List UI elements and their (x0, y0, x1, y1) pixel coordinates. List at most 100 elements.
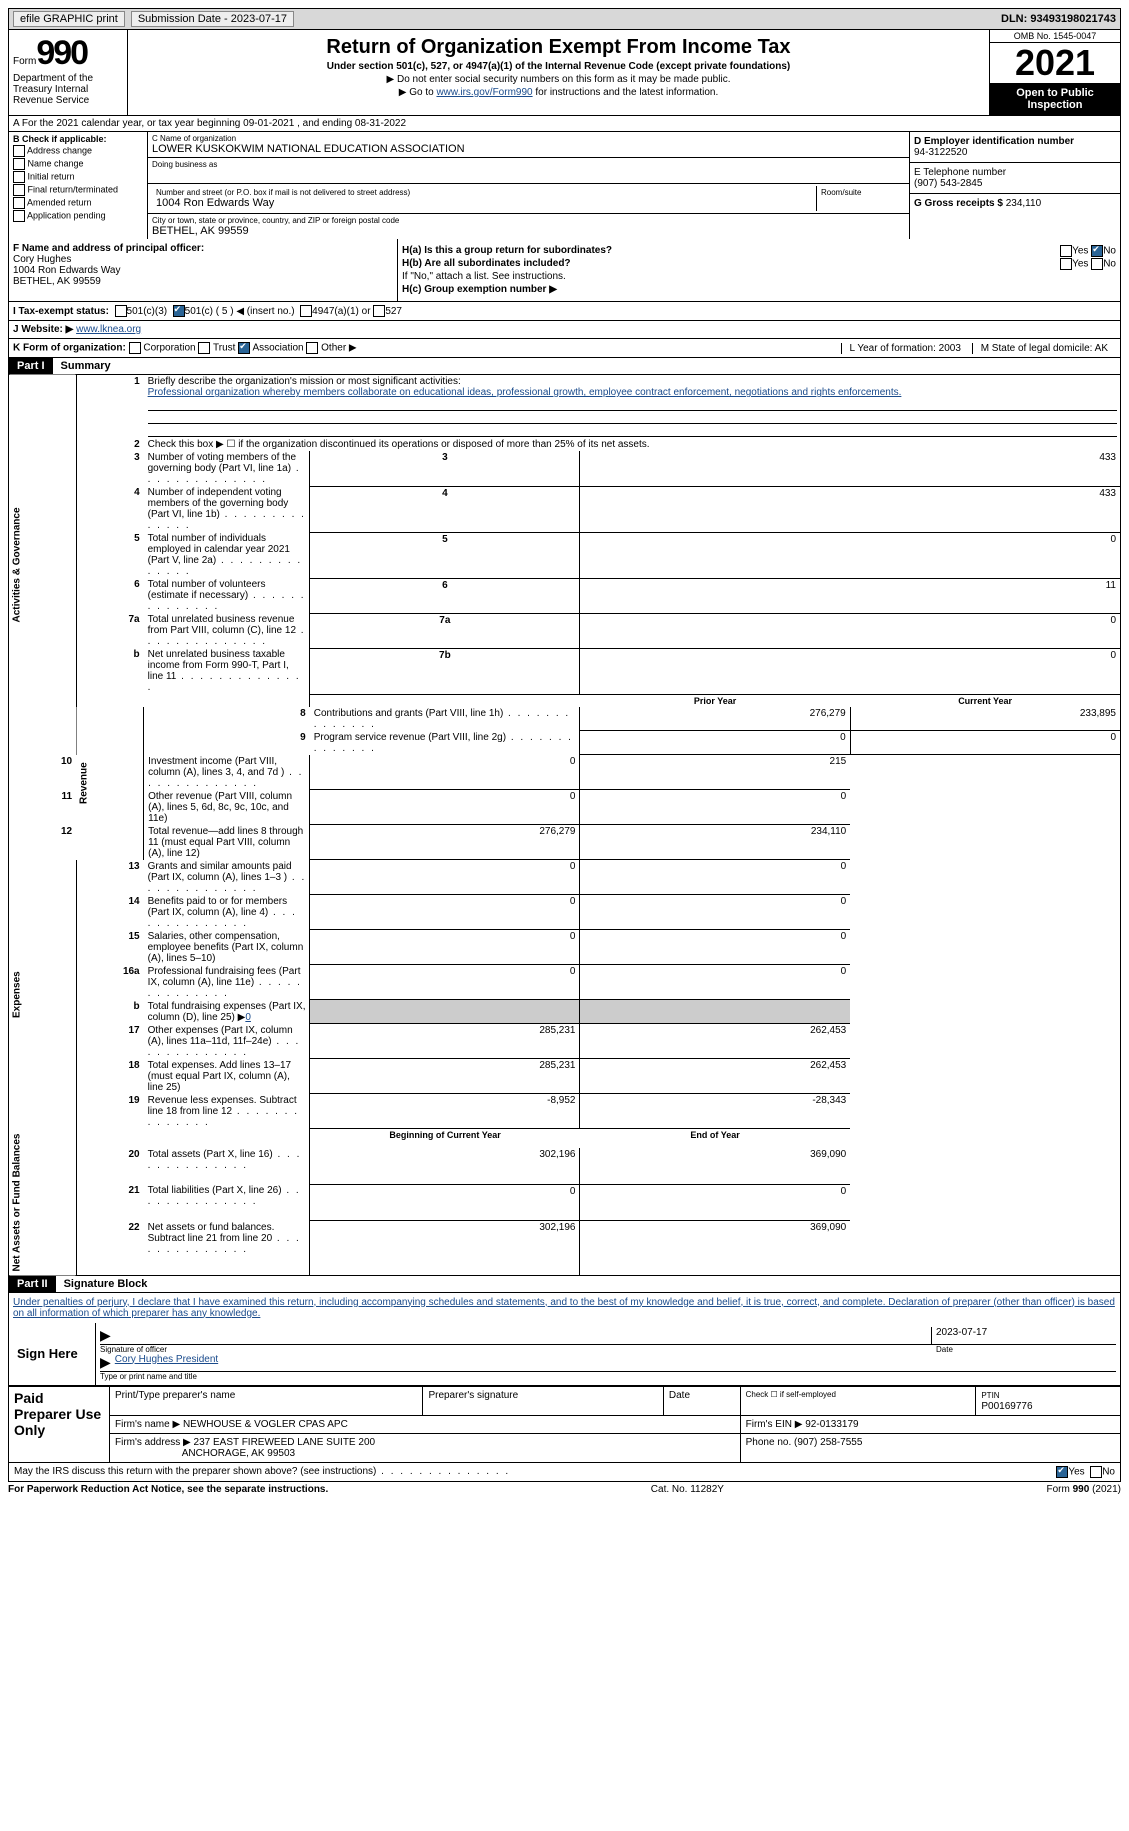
l11-desc: Other revenue (Part VIII, column (A), li… (144, 790, 310, 825)
l7b-desc: Net unrelated business taxable income fr… (144, 648, 310, 694)
l16b-desc: Total fundraising expenses (Part IX, col… (148, 1001, 306, 1023)
gross-value: 234,110 (1006, 198, 1041, 209)
arrow-icon-2: ▶ (100, 1354, 111, 1371)
status-label: I Tax-exempt status: (13, 306, 109, 317)
p10: 0 (310, 755, 580, 790)
city-state-zip: BETHEL, AK 99559 (152, 225, 249, 237)
l1-desc: Briefly describe the organization's miss… (148, 376, 461, 387)
website-label: J Website: ▶ (13, 324, 73, 335)
l18-desc: Total expenses. Add lines 13–17 (must eq… (144, 1059, 310, 1094)
c21: 0 (580, 1184, 850, 1221)
discuss-no[interactable]: No (1102, 1466, 1115, 1477)
korg-assoc[interactable]: Association (252, 343, 303, 354)
website-row: J Website: ▶ www.lknea.org (8, 321, 1121, 339)
status-501c3[interactable]: 501(c)(3) (127, 306, 168, 317)
cb-address-change[interactable]: Address change (13, 145, 143, 157)
officer-label: F Name and address of principal officer: (13, 243, 204, 254)
status-4947[interactable]: 4947(a)(1) or (312, 306, 370, 317)
row-fg: F Name and address of principal officer:… (8, 239, 1121, 302)
korg-trust[interactable]: Trust (213, 343, 235, 354)
irs-link[interactable]: www.irs.gov/Form990 (436, 87, 532, 98)
p21: 0 (310, 1184, 580, 1221)
cb-initial-return[interactable]: Initial return (13, 171, 143, 183)
ha-no[interactable]: No (1103, 246, 1116, 257)
street-address: 1004 Ron Edwards Way (156, 197, 274, 209)
signature-block: Under penalties of perjury, I declare th… (8, 1293, 1121, 1386)
discuss-yes[interactable]: Yes (1068, 1466, 1084, 1477)
inspection-label: Open to Public Inspection (990, 83, 1120, 115)
penalty-text: Under penalties of perjury, I declare th… (9, 1293, 1120, 1323)
room-label: Room/suite (821, 188, 901, 197)
form-subtitle: Under section 501(c), 527, or 4947(a)(1)… (132, 61, 985, 72)
part2-header: Part II Signature Block (8, 1276, 1121, 1293)
tax-year: 2021 (990, 43, 1120, 83)
firm-addr1: 237 EAST FIREWEED LANE SUITE 200 (194, 1437, 376, 1448)
discuss-text: May the IRS discuss this return with the… (14, 1466, 510, 1478)
officer-name: Cory Hughes (13, 254, 71, 265)
ein-value: 94-3122520 (914, 147, 967, 158)
end-year-head: End of Year (580, 1129, 850, 1148)
cb-application-pending[interactable]: Application pending (13, 210, 143, 222)
website-link[interactable]: www.lknea.org (76, 324, 141, 335)
l6-desc: Total number of volunteers (estimate if … (144, 578, 310, 613)
l21-desc: Total liabilities (Part X, line 26) (144, 1184, 310, 1221)
note2-pre: ▶ Go to (399, 87, 437, 98)
submission-date-button[interactable]: Submission Date - 2023-07-17 (131, 11, 294, 27)
officer-addr2: BETHEL, AK 99559 (13, 276, 101, 287)
c20: 369,090 (580, 1148, 850, 1185)
l10-desc: Investment income (Part VIII, column (A)… (144, 755, 310, 790)
p18: 285,231 (310, 1059, 580, 1094)
status-527[interactable]: 527 (385, 306, 402, 317)
efile-print-button[interactable]: efile GRAPHIC print (13, 11, 125, 27)
cb-final-return[interactable]: Final return/terminated (13, 184, 143, 196)
arrow-icon: ▶ (100, 1327, 111, 1344)
current-year-head: Current Year (850, 694, 1120, 707)
hb-note: If "No," attach a list. See instructions… (402, 271, 1116, 282)
v5: 0 (580, 532, 1121, 578)
ha-yes[interactable]: Yes (1072, 246, 1088, 257)
hb-yes[interactable]: Yes (1072, 259, 1088, 270)
section-a: A For the 2021 calendar year, or tax yea… (8, 116, 1121, 132)
tel-value: (907) 543-2845 (914, 178, 982, 189)
officer-addr1: 1004 Ron Edwards Way (13, 265, 120, 276)
tax-status-row: I Tax-exempt status: 501(c)(3) 501(c) ( … (8, 302, 1121, 321)
korg-row: K Form of organization: Corporation Trus… (8, 339, 1121, 358)
city-label: City or town, state or province, country… (152, 216, 905, 225)
date-label: Date (936, 1345, 1116, 1354)
firm-name: NEWHOUSE & VOGLER CPAS APC (183, 1419, 348, 1430)
status-501c[interactable]: 501(c) ( 5 ) ◀ (insert no.) (185, 306, 295, 317)
v7b: 0 (580, 648, 1121, 694)
p11: 0 (310, 790, 580, 825)
firm-addr2: ANCHORAGE, AK 99503 (182, 1448, 295, 1459)
c12: 234,110 (580, 825, 850, 860)
dba-label: Doing business as (152, 160, 905, 169)
c10: 215 (580, 755, 850, 790)
c11: 0 (580, 790, 850, 825)
summary-table: Activities & Governance 1 Briefly descri… (8, 375, 1121, 1276)
l20-desc: Total assets (Part X, line 16) (144, 1148, 310, 1185)
side-activities: Activities & Governance (9, 375, 77, 755)
prep-h2: Preparer's signature (423, 1386, 663, 1415)
sign-here-label: Sign Here (9, 1323, 95, 1385)
gross-label: G Gross receipts $ (914, 198, 1003, 209)
korg-other[interactable]: Other ▶ (321, 343, 356, 354)
hb-no[interactable]: No (1103, 259, 1116, 270)
note-link: ▶ Go to www.irs.gov/Form990 for instruct… (132, 87, 985, 98)
korg-corp[interactable]: Corporation (143, 343, 195, 354)
cb-amended-return[interactable]: Amended return (13, 197, 143, 209)
cb-name-change[interactable]: Name change (13, 158, 143, 170)
ein-label: D Employer identification number (914, 136, 1074, 147)
part2-title: Signature Block (56, 1276, 156, 1292)
c19: -28,343 (580, 1094, 850, 1129)
p14: 0 (310, 895, 580, 930)
header-mid: Return of Organization Exempt From Incom… (128, 30, 989, 115)
v4: 433 (580, 486, 1121, 532)
prior-year-head: Prior Year (580, 694, 850, 707)
l14-desc: Benefits paid to or for members (Part IX… (144, 895, 310, 930)
ptin-label: PTIN (981, 1391, 999, 1400)
part1-header: Part I Summary (8, 358, 1121, 375)
side-revenue: Revenue (76, 707, 144, 860)
l19-desc: Revenue less expenses. Subtract line 18 … (144, 1094, 310, 1129)
l8-desc: Contributions and grants (Part VIII, lin… (310, 707, 580, 731)
firm-phone-label: Phone no. (746, 1437, 792, 1448)
